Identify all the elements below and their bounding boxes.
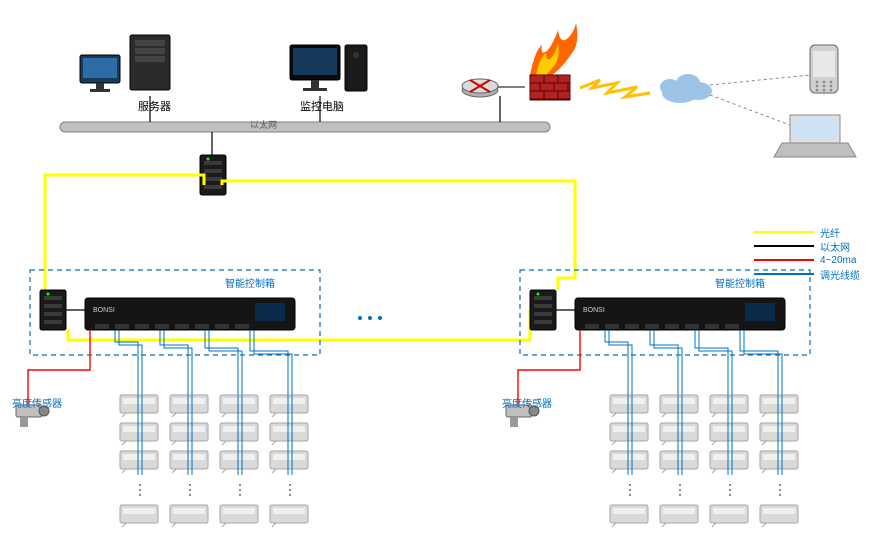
- led-lamp-icon: [610, 395, 648, 417]
- led-lamp-icon: [170, 451, 208, 473]
- legend-row: 以太网: [754, 239, 860, 253]
- led-lamp-icon: [220, 395, 258, 417]
- led-lamp-icon: [120, 395, 158, 417]
- svg-text:BONSI: BONSI: [93, 307, 115, 314]
- server-icon: [80, 35, 170, 92]
- led-lamp-icon: [710, 451, 748, 473]
- legend-text: 光纤: [820, 225, 840, 240]
- led-lamp-icon: [120, 505, 158, 527]
- led-lamp-icon: [710, 505, 748, 527]
- led-lamp-icon: [220, 451, 258, 473]
- controller-icon-1: BONSI: [85, 298, 295, 330]
- legend-swatch-dimming: [754, 273, 814, 275]
- router-icon: [462, 79, 498, 97]
- legend-row: 调光线缆: [754, 267, 860, 281]
- led-lamp-icon: [270, 505, 308, 527]
- legend-row: 光纤: [754, 225, 860, 239]
- led-lamp-icon: [220, 423, 258, 445]
- led-lamp-icon: [270, 451, 308, 473]
- legend: 光纤 以太网 4~20ma 调光线缆: [754, 225, 860, 281]
- led-lamp-icon: [610, 451, 648, 473]
- fiber-line: [45, 175, 204, 290]
- phone-icon: [810, 45, 838, 93]
- svg-text:BONSI: BONSI: [583, 307, 605, 314]
- led-lamp-icon: [610, 505, 648, 527]
- monitor-pc-icon: [290, 45, 367, 91]
- led-lamp-icon: [270, 395, 308, 417]
- led-lamp-icon: [220, 505, 258, 527]
- legend-text: 以太网: [820, 239, 850, 254]
- led-lamp-icon: [170, 505, 208, 527]
- dimming-line: [605, 330, 628, 395]
- legend-text: 调光线缆: [820, 267, 860, 282]
- ellipsis-dot: [358, 316, 362, 320]
- legend-swatch-fiber: [754, 231, 814, 233]
- ellipsis-dot: [368, 316, 372, 320]
- led-lamp-icon: [760, 395, 798, 417]
- led-lamp-icon: [120, 451, 158, 473]
- led-lamp-icon: [710, 395, 748, 417]
- cloud-icon: [660, 74, 712, 103]
- label-ethernet-bus: 以太网: [250, 118, 277, 131]
- dimming-line: [609, 330, 632, 395]
- legend-row: 4~20ma: [754, 253, 860, 267]
- label-light-sensor-2: 亮度传感器: [502, 395, 552, 410]
- lightning-icon: [580, 80, 650, 97]
- led-lamp-icon: [760, 505, 798, 527]
- firewall-icon: [530, 23, 577, 100]
- led-lamp-icon: [120, 423, 158, 445]
- laptop-icon: [774, 115, 856, 157]
- led-lamp-icon: [710, 423, 748, 445]
- network-diagram: BONSI BONSI: [0, 0, 880, 537]
- label-control-box-1: 智能控制箱: [225, 275, 275, 290]
- led-lamp-icon: [760, 451, 798, 473]
- led-lamp-icon: [610, 423, 648, 445]
- led-lamp-icon: [170, 395, 208, 417]
- led-lamp-icon: [660, 451, 698, 473]
- led-lamp-icon: [660, 423, 698, 445]
- legend-swatch-signal: [754, 259, 814, 261]
- dimming-line: [740, 330, 778, 395]
- dimming-line: [695, 330, 728, 395]
- label-monitor-pc: 监控电脑: [300, 98, 344, 114]
- legend-swatch-ethernet: [754, 245, 814, 247]
- led-lamp-icon: [170, 423, 208, 445]
- led-lamp-icon: [270, 423, 308, 445]
- dimming-line: [744, 330, 782, 395]
- legend-text: 4~20ma: [820, 255, 856, 266]
- dimming-line: [699, 330, 732, 395]
- label-server: 服务器: [138, 98, 171, 114]
- label-light-sensor-1: 亮度传感器: [12, 395, 62, 410]
- fiber-line: [222, 181, 575, 290]
- led-lamp-icon: [660, 395, 698, 417]
- group-switch-icon-2: [530, 290, 556, 330]
- controller-icon-2: BONSI: [575, 298, 785, 330]
- led-lamp-icon: [760, 423, 798, 445]
- ellipsis-dot: [378, 316, 382, 320]
- ethernet-bus: [60, 122, 550, 132]
- group-switch-icon-1: [40, 290, 66, 330]
- led-lamp-icon: [660, 505, 698, 527]
